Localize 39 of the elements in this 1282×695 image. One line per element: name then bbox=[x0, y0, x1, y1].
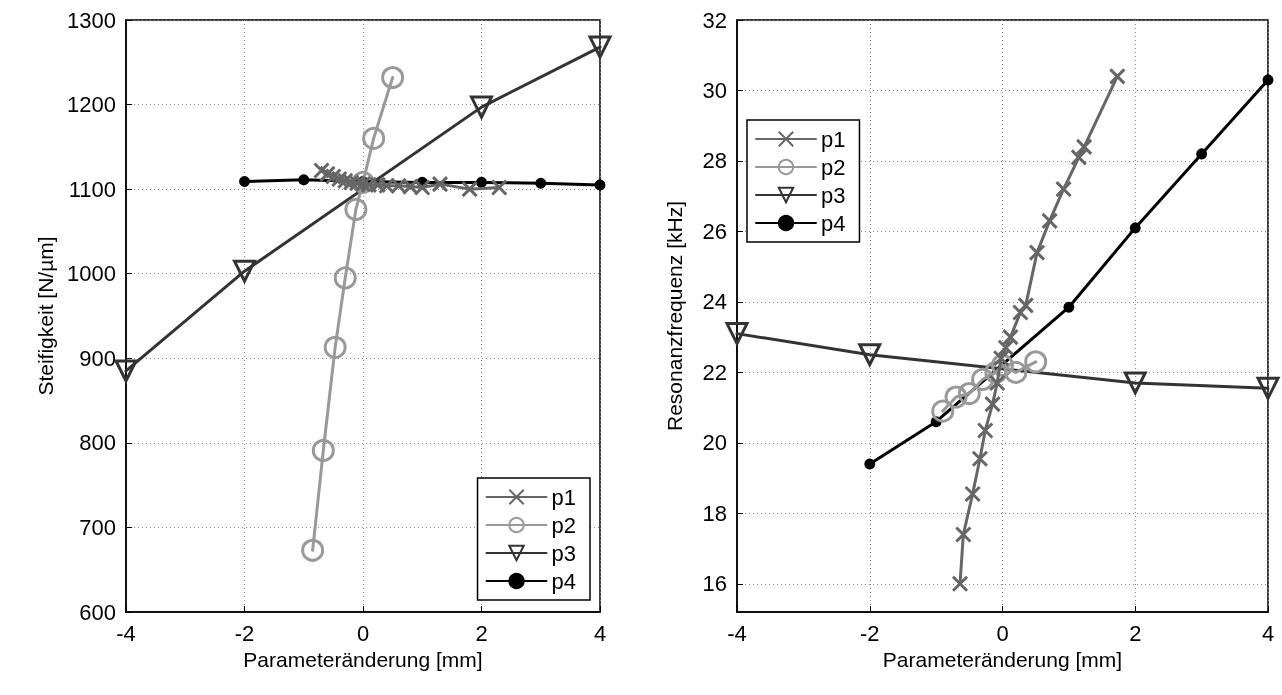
x-axis-title: Parameteränderung [mm] bbox=[882, 647, 1123, 671]
y-axis-title: Resonanzfrequenz [kHz] bbox=[663, 201, 686, 431]
x-tick-label: 2 bbox=[475, 620, 488, 646]
x-tick-label: -4 bbox=[727, 620, 747, 646]
x-axis-title: Parameteränderung [mm] bbox=[243, 647, 483, 671]
y-tick-label: 22 bbox=[702, 359, 727, 385]
legend-label: p2 bbox=[821, 154, 846, 180]
y-tick-label: 16 bbox=[702, 571, 727, 597]
y-axis-title: Steifigkeit [N/µm] bbox=[34, 236, 58, 396]
x-tick-label: 2 bbox=[1129, 620, 1142, 646]
y-tick-label: 32 bbox=[702, 7, 727, 33]
legend-label: p1 bbox=[821, 126, 846, 152]
x-tick-label: 4 bbox=[593, 620, 607, 646]
y-tick-label: 800 bbox=[79, 430, 116, 456]
y-tick-label: 1000 bbox=[67, 261, 116, 287]
y-tick-label: 24 bbox=[702, 289, 727, 315]
x-tick-label: -2 bbox=[859, 620, 880, 646]
y-tick-label: 900 bbox=[79, 345, 116, 371]
legend-label: p3 bbox=[551, 540, 577, 566]
legend-label: p3 bbox=[821, 182, 846, 208]
x-tick-label: -4 bbox=[116, 620, 136, 646]
y-tick-label: 26 bbox=[702, 218, 727, 244]
legend-label: p4 bbox=[551, 568, 577, 594]
y-tick-label: 600 bbox=[79, 599, 116, 625]
y-tick-label: 700 bbox=[79, 514, 116, 540]
y-tick-label: 18 bbox=[702, 500, 727, 526]
x-tick-label: 0 bbox=[996, 620, 1009, 646]
legend-label: p4 bbox=[821, 210, 846, 236]
y-tick-label: 1200 bbox=[67, 92, 116, 118]
y-tick-label: 1100 bbox=[68, 176, 116, 202]
y-tick-label: 20 bbox=[702, 430, 727, 456]
legend-label: p2 bbox=[551, 512, 577, 538]
legend-label: p1 bbox=[551, 484, 577, 510]
y-tick-label: 28 bbox=[702, 148, 727, 174]
x-tick-label: 0 bbox=[356, 620, 370, 646]
x-tick-label: -2 bbox=[234, 620, 255, 646]
x-tick-label: 4 bbox=[1261, 620, 1275, 646]
y-tick-label: 30 bbox=[702, 77, 727, 103]
y-tick-label: 1300 bbox=[67, 7, 116, 33]
